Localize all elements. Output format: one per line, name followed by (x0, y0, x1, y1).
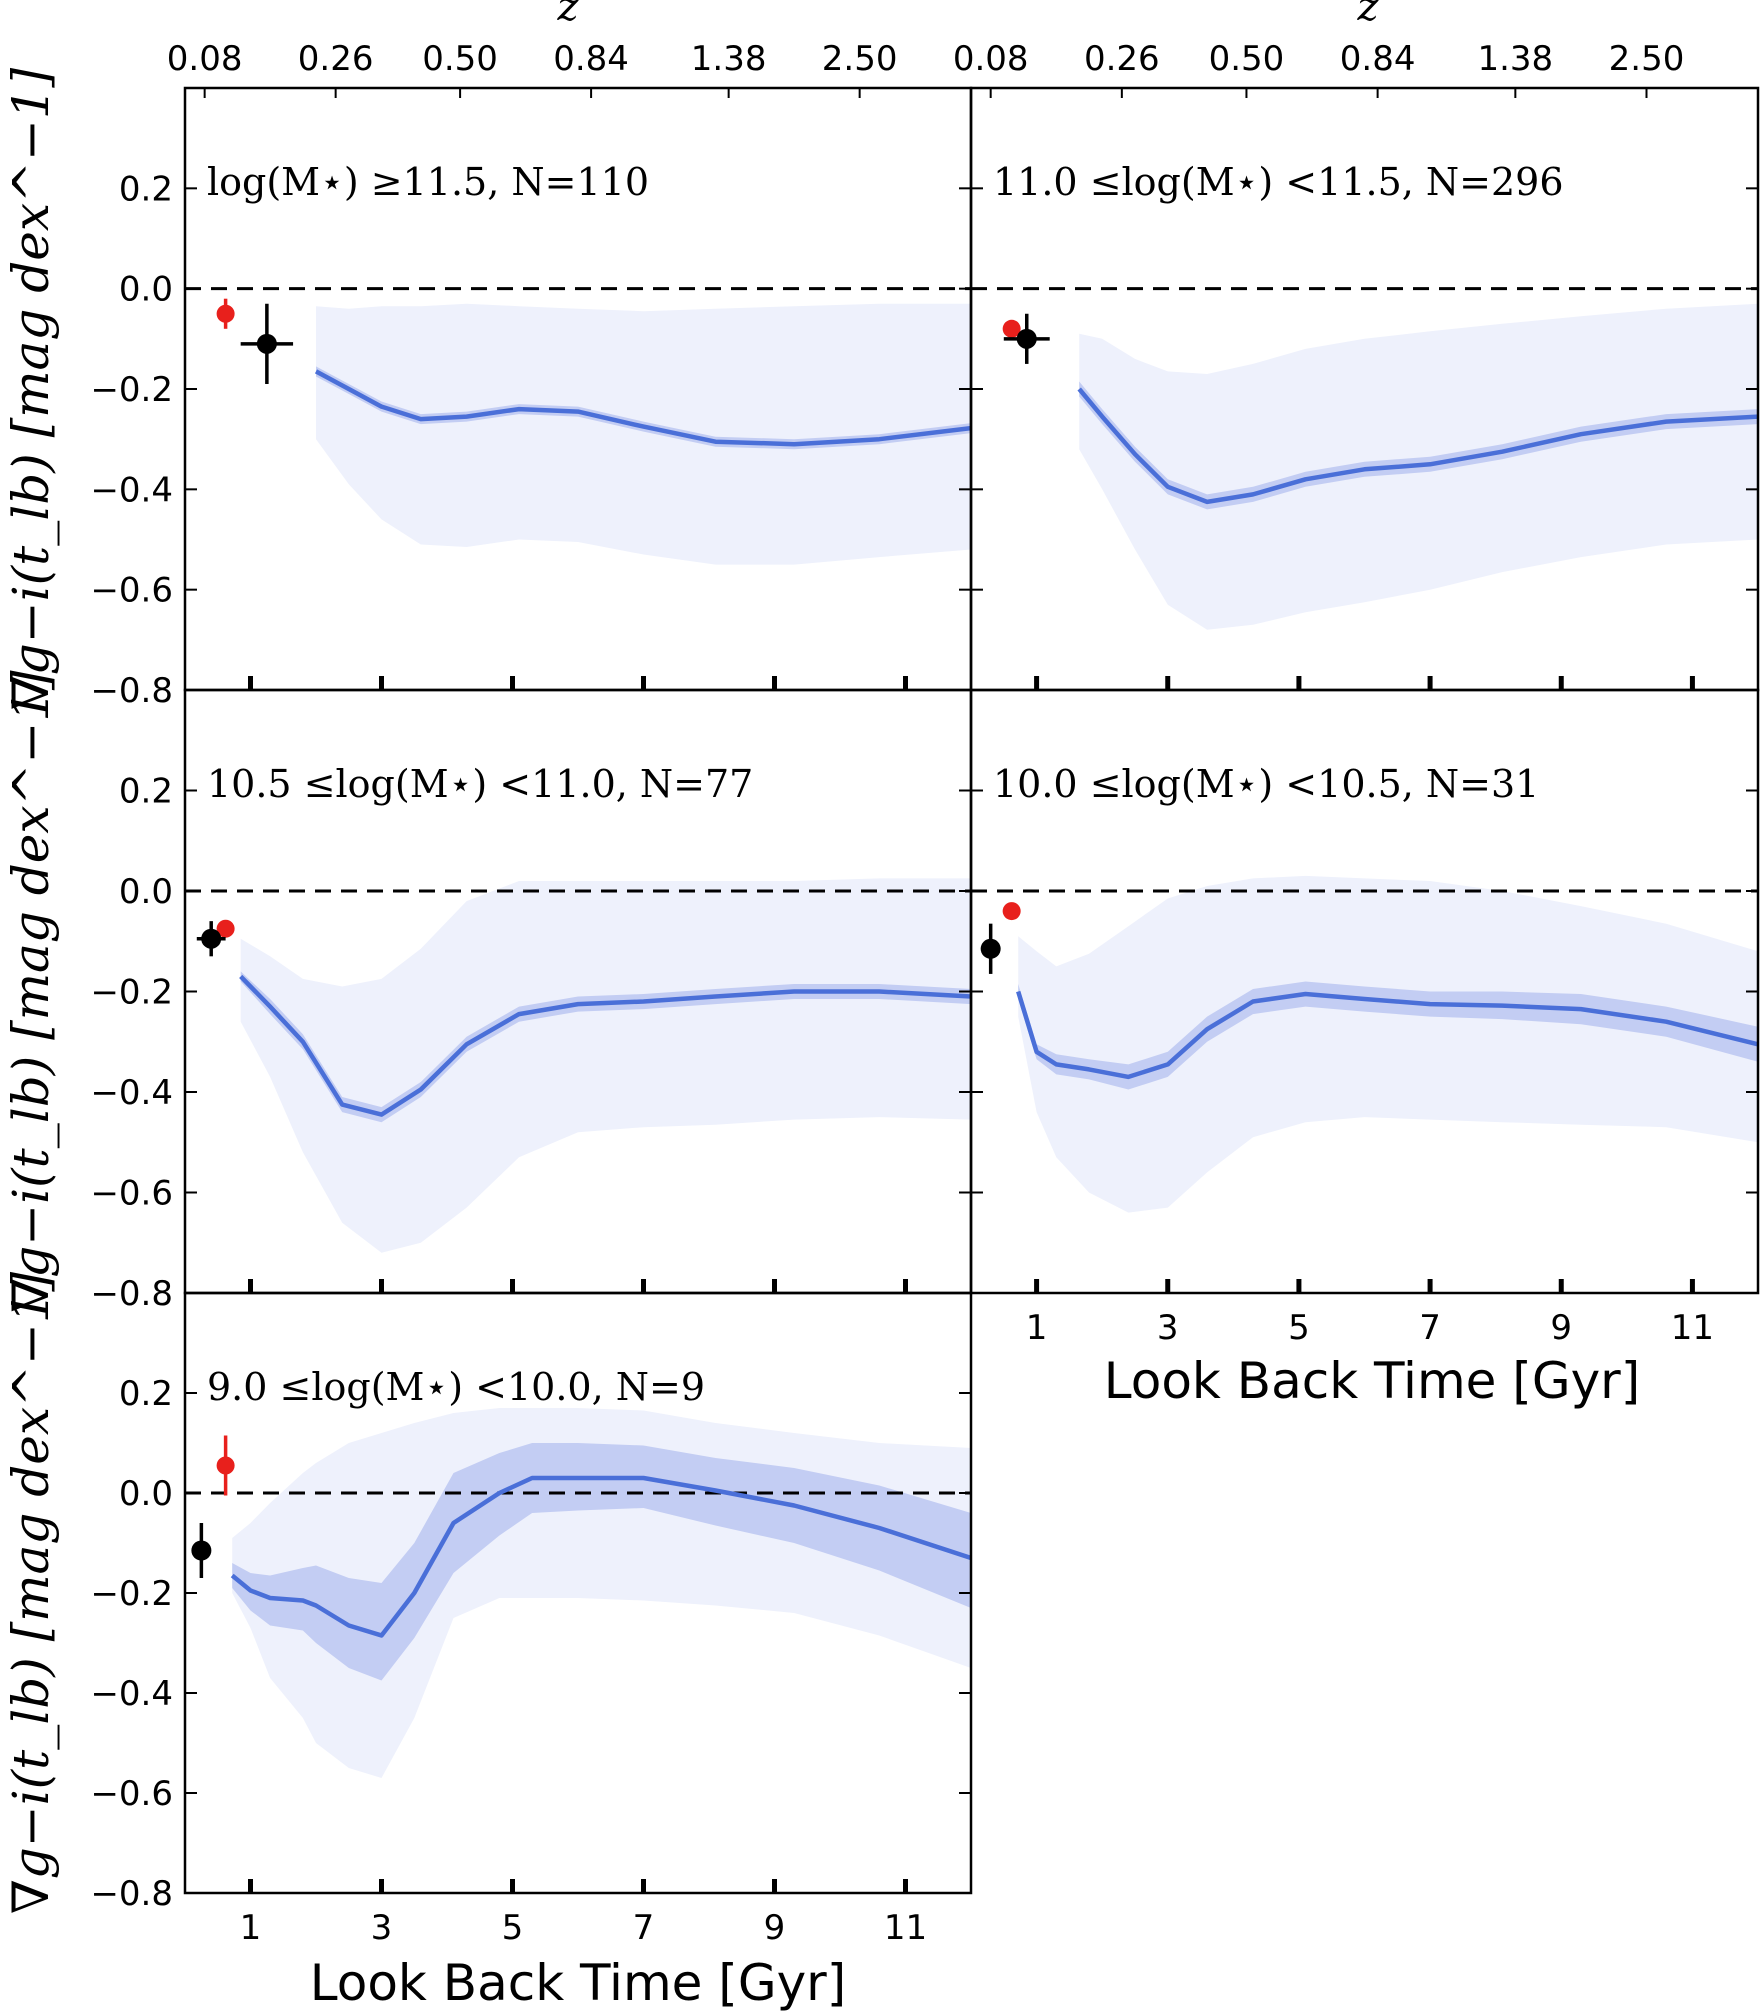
top-axis-label-left: z (556, 0, 579, 30)
outer-uncertainty-band (1018, 875, 1758, 1213)
y-tick-label: 0.2 (119, 1374, 173, 1414)
panel-1: 0.2 0.0 −0.2 −0.4 −0.6 −0.8 0.08 0.26 0.50 0.84 1.… (2, 39, 973, 711)
panel-3: 0.2 0.0 −0.2 −0.4 −0.6 −0.8 10.5 ≤log(M⋆) <11.… (2, 670, 973, 1314)
plot-area (185, 1408, 971, 1778)
plot-area (971, 287, 1758, 630)
y-tick-label: −0.4 (90, 1674, 173, 1714)
outer-uncertainty-band (316, 303, 971, 565)
z-tick-label: 0.26 (298, 39, 374, 79)
y-tick-label: −0.8 (90, 1274, 173, 1314)
y-tick-label: −0.6 (90, 571, 173, 611)
z-tick-label: 2.50 (822, 39, 898, 79)
black-data-point (191, 1540, 212, 1561)
x-tick-label: 5 (502, 1908, 524, 1948)
plot-area (185, 878, 971, 1253)
x-tick-label: 11 (884, 1908, 927, 1948)
x-tick-label: 9 (764, 1908, 786, 1948)
z-tick-label: 2.50 (1609, 39, 1685, 79)
x-tick-label: 7 (1419, 1308, 1441, 1348)
panel-label: 9.0 ≤log(M⋆) <10.0, N=9 (207, 1365, 705, 1409)
black-data-point (201, 928, 222, 949)
y-tick-label: −0.4 (90, 470, 173, 510)
gradient-evolution-line (314, 369, 971, 447)
black-data-point (980, 938, 1001, 959)
x-tick-label: 5 (1288, 1308, 1310, 1348)
plot-area (185, 287, 971, 565)
y-axis-label: ∇g−i(t_lb) [mag dex^−1] (2, 1271, 60, 1914)
x-tick-label: 7 (633, 1908, 655, 1948)
y-tick-label: −0.6 (90, 1774, 173, 1814)
red-data-point (216, 919, 235, 938)
y-tick-label: 0.0 (119, 270, 173, 310)
x-tick-label: 1 (1026, 1308, 1048, 1348)
black-data-point (256, 333, 277, 354)
x-axis-label-bottom: Look Back Time [Gyr] (310, 1954, 846, 2012)
gradient-evolution-line (230, 1475, 971, 1638)
panel-4: 1 3 5 7 9 11 10.0 ≤log(M⋆) <10.5, N=31 (969, 688, 1760, 1348)
panel-label: 10.5 ≤log(M⋆) <11.0, N=77 (207, 762, 753, 806)
z-tick-label: 0.50 (422, 39, 498, 79)
x-tick-label: 9 (1550, 1308, 1572, 1348)
inner-uncertainty-band (316, 366, 971, 450)
y-tick-label: 0.0 (119, 872, 173, 912)
y-tick-label: 0.0 (119, 1474, 173, 1514)
red-data-point (1002, 902, 1021, 921)
gradient-evolution-line (1077, 387, 1758, 505)
panel-label: 10.0 ≤log(M⋆) <10.5, N=31 (993, 762, 1539, 806)
y-tick-label: −0.8 (90, 1874, 173, 1914)
z-tick-label: 0.50 (1209, 39, 1285, 79)
y-tick-label: −0.8 (90, 671, 173, 711)
red-data-point (1002, 319, 1021, 338)
z-tick-label: 1.38 (691, 39, 767, 79)
z-tick-label: 0.26 (1084, 39, 1160, 79)
y-tick-label: 0.2 (119, 772, 173, 812)
red-data-point (216, 1456, 235, 1475)
z-tick-label: 0.84 (1340, 39, 1416, 79)
x-tick-label: 11 (1671, 1308, 1714, 1348)
panels-layer: 0.2 0.0 −0.2 −0.4 −0.6 −0.8 0.08 0.26 0.50 0.84 1.… (2, 39, 1760, 1948)
x-tick-label: 3 (371, 1908, 393, 1948)
y-axis-label: ∇g−i(t_lb) [mag dex^−1] (2, 67, 60, 710)
black-data-point (1016, 328, 1037, 349)
y-tick-label: −0.2 (90, 1574, 173, 1614)
outer-uncertainty-band (240, 878, 971, 1253)
gradient-evolution-line (239, 974, 971, 1117)
z-tick-label: 0.84 (553, 39, 629, 79)
x-axis-label-right: Look Back Time [Gyr] (1104, 1352, 1640, 1410)
panel-label: log(M⋆) ≥11.5, N=110 (207, 160, 649, 204)
x-tick-label: 1 (240, 1908, 262, 1948)
z-tick-label: 1.38 (1477, 39, 1553, 79)
top-axis-label-right: z (1356, 0, 1379, 30)
y-tick-label: −0.2 (90, 973, 173, 1013)
red-data-point (216, 304, 235, 323)
y-tick-label: −0.2 (90, 370, 173, 410)
z-tick-label: 0.08 (167, 39, 243, 79)
panel-label: 11.0 ≤log(M⋆) <11.5, N=296 (993, 160, 1564, 204)
z-tick-label: 0.08 (953, 39, 1029, 79)
y-axis-label: ∇g−i(t_lb) [mag dex^−1] (2, 670, 60, 1313)
x-tick-label: 3 (1157, 1308, 1179, 1348)
panel-5: 0.2 0.0 −0.2 −0.4 −0.6 −0.8 1 3 5 7 9 11 9.0 ≤log(M⋆… (2, 1271, 973, 1948)
gradient-evolution-line (1016, 990, 1758, 1080)
plot-area (971, 875, 1758, 1213)
y-tick-label: −0.4 (90, 1073, 173, 1113)
y-tick-label: −0.6 (90, 1174, 173, 1214)
y-tick-label: 0.2 (119, 169, 173, 209)
panel-2: 0.08 0.26 0.50 0.84 1.38 2.50 11.0 ≤log(M⋆) <1… (953, 39, 1760, 692)
